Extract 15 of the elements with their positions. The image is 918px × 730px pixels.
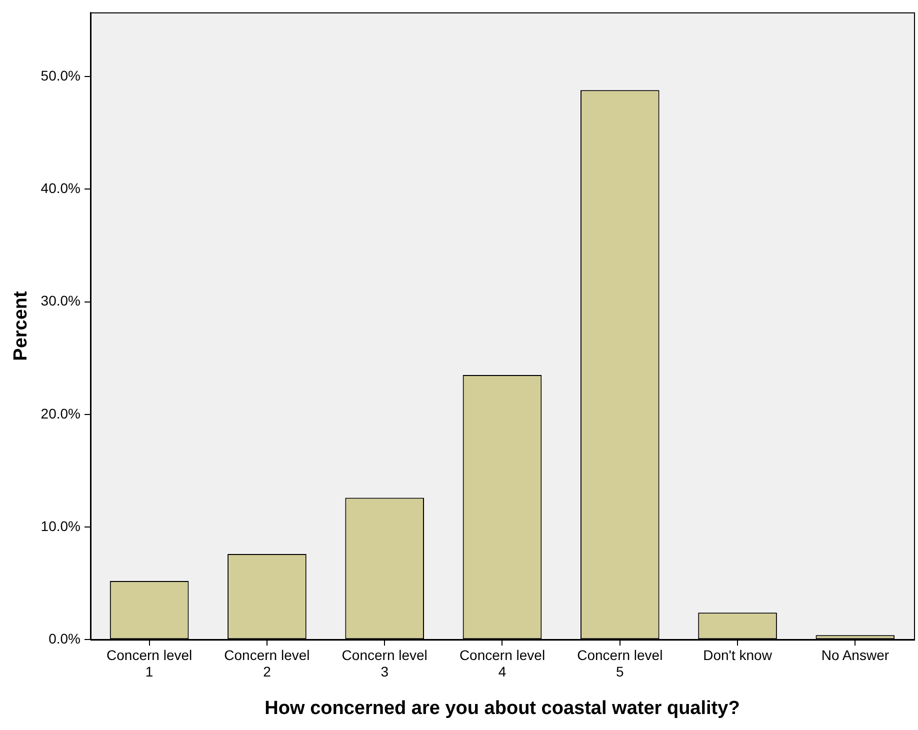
x-tick-label: Concern level 1 bbox=[106, 646, 192, 680]
y-tick-label: 0.0% bbox=[48, 630, 80, 646]
x-tick-label: Concern level 3 bbox=[342, 646, 428, 680]
y-tick-label: 40.0% bbox=[40, 180, 80, 196]
y-axis-title: Percent bbox=[10, 290, 32, 361]
x-tick-label: Concern level 4 bbox=[459, 646, 546, 680]
y-tick-label: 30.0% bbox=[40, 292, 80, 309]
x-tick-label: Concern level 5 bbox=[577, 646, 663, 680]
y-tick-label: 50.0% bbox=[40, 67, 80, 84]
x-tick-label: Concern level 2 bbox=[224, 646, 310, 680]
y-tick-label: 10.0% bbox=[40, 518, 80, 534]
x-tick-label: Don't know bbox=[703, 646, 773, 663]
x-tick-label: No Answer bbox=[821, 646, 890, 663]
x-axis-title: How concerned are you about coastal water quality? bbox=[264, 698, 740, 719]
y-tick-label: 20.0% bbox=[40, 405, 80, 422]
